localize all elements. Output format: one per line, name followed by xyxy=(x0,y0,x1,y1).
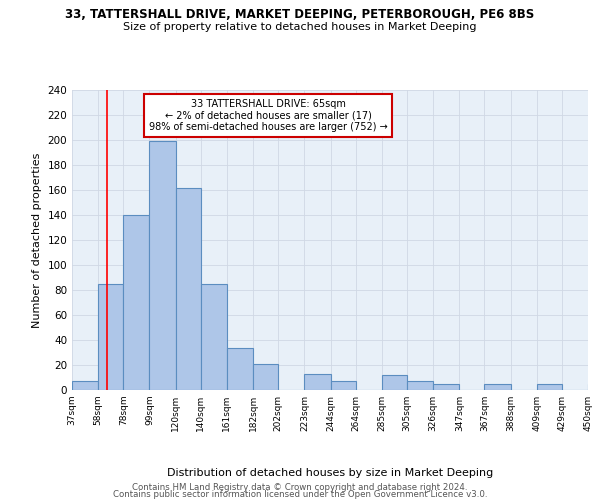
Bar xyxy=(484,384,511,390)
Bar xyxy=(98,284,123,390)
Text: Size of property relative to detached houses in Market Deeping: Size of property relative to detached ho… xyxy=(123,22,477,32)
Y-axis label: Number of detached properties: Number of detached properties xyxy=(32,152,42,328)
Text: 33, TATTERSHALL DRIVE, MARKET DEEPING, PETERBOROUGH, PE6 8BS: 33, TATTERSHALL DRIVE, MARKET DEEPING, P… xyxy=(65,8,535,20)
Bar xyxy=(433,384,460,390)
Bar xyxy=(176,188,200,390)
Bar xyxy=(123,215,149,390)
Bar xyxy=(200,284,227,390)
Bar xyxy=(253,364,278,390)
Bar xyxy=(149,141,176,390)
Text: 33 TATTERSHALL DRIVE: 65sqm
← 2% of detached houses are smaller (17)
98% of semi: 33 TATTERSHALL DRIVE: 65sqm ← 2% of deta… xyxy=(149,99,388,132)
Bar xyxy=(72,381,98,390)
Text: Contains public sector information licensed under the Open Government Licence v3: Contains public sector information licen… xyxy=(113,490,487,499)
Text: Distribution of detached houses by size in Market Deeping: Distribution of detached houses by size … xyxy=(167,468,493,477)
Bar xyxy=(331,381,356,390)
Bar xyxy=(407,381,433,390)
Text: Contains HM Land Registry data © Crown copyright and database right 2024.: Contains HM Land Registry data © Crown c… xyxy=(132,484,468,492)
Bar xyxy=(227,348,253,390)
Bar xyxy=(382,375,407,390)
Bar xyxy=(537,384,562,390)
Bar xyxy=(588,384,600,390)
Bar xyxy=(304,374,331,390)
